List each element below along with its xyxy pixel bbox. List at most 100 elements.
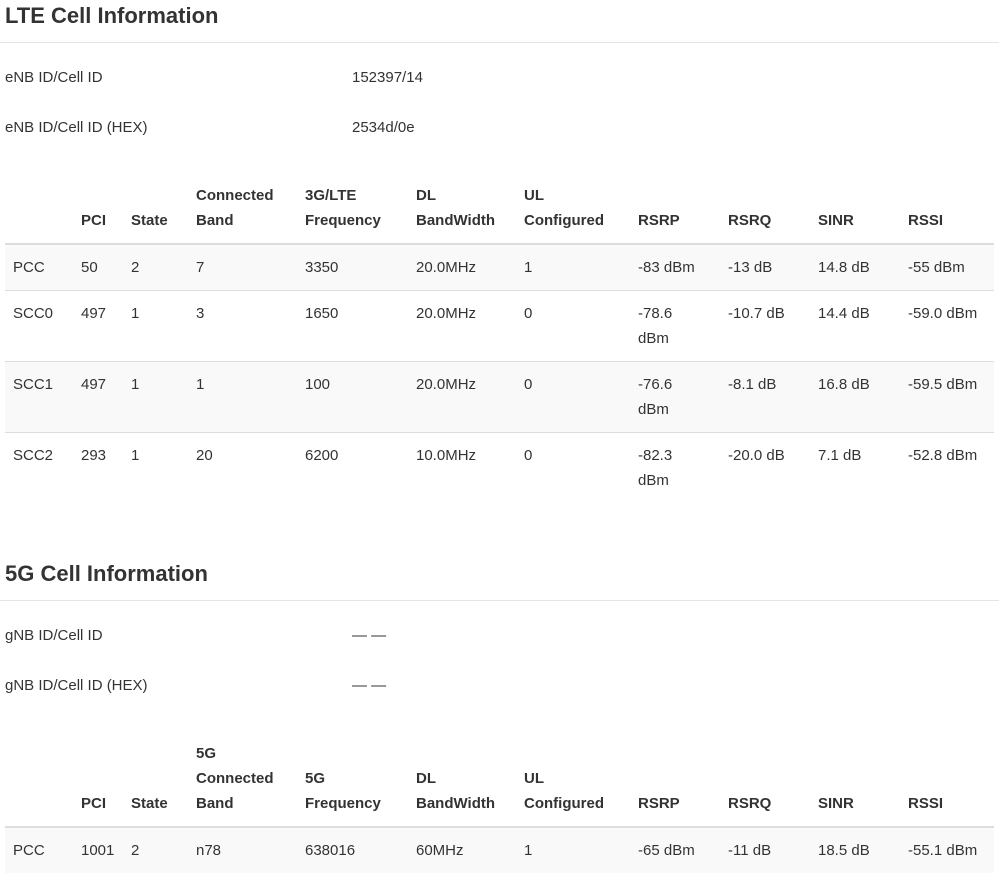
- lte-section-divider: [0, 42, 999, 43]
- lte-section-title: LTE Cell Information: [5, 3, 219, 28]
- col-header-state: State: [123, 731, 188, 828]
- lte-info-rows: eNB ID/Cell ID 152397/14 eNB ID/Cell ID …: [5, 65, 994, 165]
- cell-pci: 1001: [73, 826, 123, 873]
- fiveg-cell-table: PCI State 5G Connected Band 5G Frequency…: [5, 731, 994, 873]
- cell-sinr: 7.1 dB: [810, 432, 900, 503]
- col-header-rsrq: RSRQ: [720, 173, 810, 245]
- cell-ul-configured: 1: [516, 243, 630, 291]
- col-header-rssi: RSSI: [900, 173, 994, 245]
- cell-rsrp: -78.6 dBm: [630, 290, 720, 362]
- cell-frequency: 1650: [297, 290, 408, 362]
- col-header-ul-configured: UL Configured: [516, 173, 630, 245]
- cell-dl-bandwidth: 20.0MHz: [408, 361, 516, 433]
- cell-rssi: -52.8 dBm: [900, 432, 994, 503]
- enb-id-value: 152397/14: [352, 69, 423, 86]
- cell-frequency: 638016: [297, 826, 408, 873]
- cell-state: 1: [123, 432, 188, 503]
- cell-frequency: 6200: [297, 432, 408, 503]
- info-row: eNB ID/Cell ID 152397/14: [5, 65, 994, 115]
- col-header-rsrp: RSRP: [630, 731, 720, 828]
- cell-dl-bandwidth: 60MHz: [408, 826, 516, 873]
- col-header-frequency: 3G/LTE Frequency: [297, 173, 408, 245]
- cell-rsrp: -65 dBm: [630, 826, 720, 873]
- col-header-connected-band: Connected Band: [188, 173, 297, 245]
- enb-id-hex-label: eNB ID/Cell ID (HEX): [5, 119, 148, 136]
- cell-dl-bandwidth: 20.0MHz: [408, 290, 516, 362]
- fiveg-section-title: 5G Cell Information: [5, 561, 208, 586]
- cell-rsrp: -76.6 dBm: [630, 361, 720, 433]
- info-row: eNB ID/Cell ID (HEX) 2534d/0e: [5, 115, 994, 165]
- gnb-id-hex-value: — —: [352, 677, 387, 694]
- cell-sinr: 14.4 dB: [810, 290, 900, 362]
- cell-frequency: 3350: [297, 243, 408, 291]
- cell-connected-band: 7: [188, 243, 297, 291]
- cell-rsrq: -8.1 dB: [720, 361, 810, 433]
- cell-ul-configured: 1: [516, 826, 630, 873]
- table-header-row: PCI State Connected Band 3G/LTE Frequenc…: [5, 173, 994, 245]
- table-row-scc0: SCC0 497 1 3 1650 20.0MHz 0 -78.6 dBm -1…: [5, 290, 994, 362]
- col-header-carrier: [5, 173, 73, 245]
- cell-pci: 293: [73, 432, 123, 503]
- table-header-row: PCI State 5G Connected Band 5G Frequency…: [5, 731, 994, 828]
- col-header-pci: PCI: [73, 173, 123, 245]
- cell-carrier: SCC1: [5, 361, 73, 433]
- cell-carrier: PCC: [5, 243, 73, 291]
- table-row-scc1: SCC1 497 1 1 100 20.0MHz 0 -76.6 dBm -8.…: [5, 361, 994, 433]
- lte-cell-table: PCI State Connected Band 3G/LTE Frequenc…: [5, 173, 994, 503]
- cell-ul-configured: 0: [516, 361, 630, 433]
- cell-carrier: SCC2: [5, 432, 73, 503]
- cell-rssi: -59.0 dBm: [900, 290, 994, 362]
- cell-state: 2: [123, 826, 188, 873]
- cell-dl-bandwidth: 10.0MHz: [408, 432, 516, 503]
- col-header-sinr: SINR: [810, 173, 900, 245]
- cell-pci: 497: [73, 290, 123, 362]
- cell-connected-band: 3: [188, 290, 297, 362]
- cell-rsrq: -20.0 dB: [720, 432, 810, 503]
- table-row-pcc: PCC 1001 2 n78 638016 60MHz 1 -65 dBm -1…: [5, 826, 994, 873]
- col-header-dl-bandwidth: DL BandWidth: [408, 731, 516, 828]
- cell-sinr: 18.5 dB: [810, 826, 900, 873]
- col-header-5g-frequency: 5G Frequency: [297, 731, 408, 828]
- cell-rssi: -59.5 dBm: [900, 361, 994, 433]
- cell-carrier: SCC0: [5, 290, 73, 362]
- cell-rsrq: -13 dB: [720, 243, 810, 291]
- fiveg-info-rows: gNB ID/Cell ID — — gNB ID/Cell ID (HEX) …: [5, 623, 994, 723]
- lte-section: LTE Cell Information eNB ID/Cell ID 1523…: [0, 2, 999, 503]
- fiveg-section-divider: [0, 600, 999, 601]
- col-header-carrier: [5, 731, 73, 828]
- gnb-id-value: — —: [352, 627, 387, 644]
- fiveg-section: 5G Cell Information gNB ID/Cell ID — — g…: [0, 560, 999, 873]
- cell-pci: 50: [73, 243, 123, 291]
- col-header-state: State: [123, 173, 188, 245]
- cell-rssi: -55 dBm: [900, 243, 994, 291]
- cell-ul-configured: 0: [516, 290, 630, 362]
- cell-connected-band: 1: [188, 361, 297, 433]
- cell-rsrp: -82.3 dBm: [630, 432, 720, 503]
- enb-id-hex-value: 2534d/0e: [352, 119, 415, 136]
- col-header-rssi: RSSI: [900, 731, 994, 828]
- col-header-rsrq: RSRQ: [720, 731, 810, 828]
- cell-sinr: 16.8 dB: [810, 361, 900, 433]
- cell-state: 1: [123, 361, 188, 433]
- info-row: gNB ID/Cell ID (HEX) — —: [5, 673, 994, 723]
- cell-frequency: 100: [297, 361, 408, 433]
- cell-state: 1: [123, 290, 188, 362]
- gnb-id-label: gNB ID/Cell ID: [5, 627, 103, 644]
- cell-rsrq: -11 dB: [720, 826, 810, 873]
- cell-ul-configured: 0: [516, 432, 630, 503]
- cell-rssi: -55.1 dBm: [900, 826, 994, 873]
- col-header-pci: PCI: [73, 731, 123, 828]
- enb-id-label: eNB ID/Cell ID: [5, 69, 103, 86]
- cell-dl-bandwidth: 20.0MHz: [408, 243, 516, 291]
- info-row: gNB ID/Cell ID — —: [5, 623, 994, 673]
- cell-connected-band: 20: [188, 432, 297, 503]
- cell-state: 2: [123, 243, 188, 291]
- cell-sinr: 14.8 dB: [810, 243, 900, 291]
- cell-carrier: PCC: [5, 826, 73, 873]
- table-row-pcc: PCC 50 2 7 3350 20.0MHz 1 -83 dBm -13 dB…: [5, 243, 994, 291]
- col-header-ul-configured: UL Configured: [516, 731, 630, 828]
- cell-rsrq: -10.7 dB: [720, 290, 810, 362]
- col-header-5g-connected-band: 5G Connected Band: [188, 731, 297, 828]
- cell-pci: 497: [73, 361, 123, 433]
